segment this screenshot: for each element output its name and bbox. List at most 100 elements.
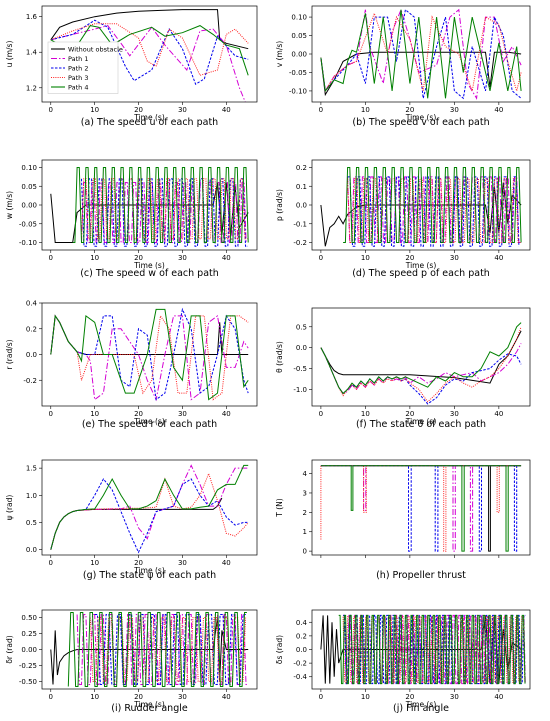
chart-caption: (j) Fin angle: [393, 703, 449, 714]
x-tick-label: 0: [319, 254, 323, 262]
y-tick-label: -0.2: [293, 239, 307, 247]
x-tick-label: 20: [134, 410, 143, 418]
y-axis-label: v (m/s): [275, 41, 284, 67]
y-tick-label: 0.4: [296, 619, 308, 627]
series-line-path-3: [50, 472, 249, 550]
series-line-path-2: [50, 19, 249, 85]
series-group: [50, 9, 249, 102]
series-line-path-2: [320, 8, 522, 100]
series-group: [320, 167, 522, 247]
y-tick-label: 0.00: [21, 202, 37, 210]
x-tick-label: 40: [494, 254, 503, 262]
x-tick-label: 40: [494, 106, 503, 114]
y-tick-label: 1.0: [26, 492, 37, 500]
chart-caption: (f) The state θ of each path: [356, 419, 486, 430]
chart-b: 0 10 20 30 40 -0.10 -0.05 0.00 0.05 0.10 Time (s) v…: [275, 5, 531, 128]
plot-frame: [41, 459, 258, 556]
series-line-path-3: [320, 11, 522, 93]
y-axis-label: r (rad/s): [5, 339, 14, 369]
plot-frame: [311, 459, 531, 556]
chart-caption: (a) The speed u of each path: [81, 117, 218, 128]
x-tick-label: 10: [90, 106, 99, 114]
chart-caption: (c) The speed w of each path: [80, 268, 219, 279]
x-tick-label: 0: [49, 106, 53, 114]
series-line-path-4: [72, 167, 249, 243]
y-axis-label: θ (rad/s): [275, 341, 284, 373]
x-tick-label: 0: [49, 254, 53, 262]
series-line-path-1: [81, 182, 247, 243]
x-tick-label: 20: [134, 254, 143, 262]
x-tick-label: 0: [49, 693, 53, 701]
series-line-path-4: [320, 465, 522, 552]
x-tick-label: 0: [49, 410, 53, 418]
x-tick-label: 40: [222, 559, 231, 567]
chart-a: 0 10 20 30 40 1.2 1.4 1.6 Time (s) u (m/s) (a) The…: [5, 5, 258, 128]
y-tick-label: 0.0: [26, 546, 37, 554]
series-line-path-2: [343, 614, 526, 685]
x-tick-label: 30: [450, 410, 459, 418]
x-tick-label: 40: [222, 106, 231, 114]
x-tick-label: 20: [405, 410, 414, 418]
series-line-path-2: [50, 478, 249, 554]
x-tick-label: 10: [361, 254, 370, 262]
y-tick-label: 0.50: [21, 614, 37, 622]
series-line-path-4: [320, 9, 522, 99]
chart-caption: (d) The speed p of each path: [352, 268, 490, 279]
chart-caption: (h) Propeller thrust: [376, 570, 466, 581]
y-axis-label: ψ (rad): [5, 495, 14, 521]
chart-caption: (g) The state ψ of each path: [83, 570, 216, 581]
x-tick-label: 40: [494, 410, 503, 418]
chart-d: 0 10 20 30 40 -0.2 -0.1 0.0 0.1 0.2 Time (s) p (rad…: [275, 159, 531, 279]
series-line-path-1: [347, 176, 521, 243]
chart-caption: (i) Rudder angle: [111, 703, 188, 714]
y-tick-label: 0.00: [291, 51, 307, 59]
x-tick-label: 30: [450, 254, 459, 262]
chart-j: 0 10 20 30 40 -0.4 -0.2 0.0 0.2 0.4 Time (s) δs (ra…: [275, 609, 531, 714]
y-axis-label: δs (rad): [275, 635, 284, 664]
x-tick-label: 10: [361, 693, 370, 701]
chart-i: 0 10 20 30 40 -0.50 -0.25 0.00 0.25 0.50 Time (s) δ…: [5, 609, 258, 714]
chart-f: 0 10 20 30 40 -1.0 -0.5 0.0 0.5 Time (s) θ (rad/s)…: [275, 307, 531, 430]
chart-g: 0 10 20 30 40 0.0 0.5 1.0 1.5 Time (s) ψ (rad) (g) …: [5, 459, 258, 581]
y-tick-label: -0.5: [293, 365, 307, 373]
x-tick-label: 30: [178, 106, 187, 114]
plot-frame: [311, 307, 531, 407]
y-tick-label: 0.2: [296, 164, 307, 172]
y-tick-label: 2: [303, 509, 307, 517]
x-tick-label: 30: [450, 106, 459, 114]
chart-caption: (e) The speed r of each path: [82, 419, 217, 430]
x-tick-label: 40: [494, 693, 503, 701]
series-line-path-1: [320, 343, 522, 395]
y-tick-label: -0.05: [19, 220, 37, 228]
x-axis-label: Time (s): [133, 700, 165, 709]
y-tick-label: 0.5: [26, 519, 37, 527]
y-tick-label: -0.10: [19, 239, 37, 247]
y-tick-label: -0.1: [293, 220, 307, 228]
series-group: [320, 322, 522, 405]
y-tick-label: 1.5: [26, 465, 37, 473]
x-tick-label: 30: [178, 559, 187, 567]
series-group: [320, 614, 526, 685]
x-tick-label: 30: [178, 254, 187, 262]
plot-frame: [41, 5, 258, 103]
legend-label: Path 1: [68, 55, 88, 63]
legend-label: Path 2: [68, 64, 88, 72]
x-tick-label: 10: [90, 410, 99, 418]
x-tick-label: 10: [90, 693, 99, 701]
chart-c: 0 10 20 30 40 -0.10 -0.05 0.00 0.05 0.10 Time (s) w…: [5, 159, 258, 279]
y-tick-label: 0.0: [296, 646, 307, 654]
x-tick-label: 0: [49, 559, 53, 567]
y-axis-label: u (m/s): [5, 41, 14, 68]
chart-h: 0 1 2 3 4 T (N) (h) Propeller thrust: [275, 459, 531, 581]
x-tick-label: 20: [405, 693, 414, 701]
legend-label: Path 3: [68, 74, 88, 82]
x-axis-label: Time (s): [405, 700, 437, 709]
series-line-without-obstacle: [320, 330, 522, 384]
y-axis-label: δr (rad): [5, 635, 14, 663]
y-axis-label: p (rad/s): [275, 189, 284, 221]
x-axis-label: Time (s): [405, 113, 437, 122]
y-tick-label: -1.0: [293, 386, 307, 394]
series-line-without-obstacle: [320, 51, 522, 97]
